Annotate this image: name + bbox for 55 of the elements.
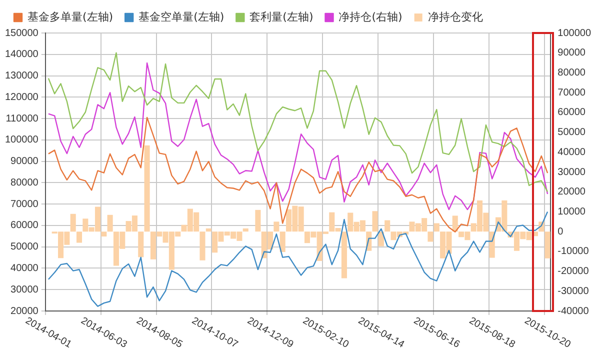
y-tick-label: 90000 <box>10 156 39 168</box>
y2-tick-label: -20000 <box>558 266 590 278</box>
y-tick-label: 130000 <box>4 70 39 82</box>
y-tick-label: 70000 <box>10 198 39 210</box>
legend-label: 净持仓变化 <box>428 10 483 24</box>
bar <box>372 211 378 232</box>
bar <box>101 232 107 237</box>
bar <box>489 232 495 258</box>
bar <box>452 216 458 232</box>
y2-tick-label: 90000 <box>558 48 586 59</box>
y2-tick-label: -10000 <box>558 246 590 258</box>
bar <box>70 214 76 232</box>
legend-label: 净持仓(右轴) <box>338 10 402 24</box>
y2-tick-label: 20000 <box>558 186 586 198</box>
y2-tick-label: 50000 <box>558 127 586 138</box>
y2-tick-label: 70000 <box>558 87 586 98</box>
bar <box>434 223 440 232</box>
y-tick-label: 140000 <box>4 49 39 60</box>
y-tick-label: 80000 <box>10 177 39 188</box>
y2-tick-label: -30000 <box>558 286 590 297</box>
y-tick-label: 150000 <box>4 28 39 39</box>
y2-tick-label: 100000 <box>558 28 592 39</box>
bar <box>384 220 390 232</box>
y-tick-label: 20000 <box>10 306 39 317</box>
y-tick-label: 120000 <box>4 92 39 103</box>
y-tick-label: 100000 <box>4 134 39 146</box>
bar <box>255 210 261 232</box>
y2-tick-label: 80000 <box>558 67 586 78</box>
y-tick-label: 60000 <box>10 220 39 232</box>
bar <box>544 232 550 258</box>
y2-tick-label: 30000 <box>558 166 586 178</box>
bar <box>341 232 347 278</box>
bar <box>428 232 434 242</box>
y2-tick-label: 0 <box>558 226 564 238</box>
y2-tick-label: 40000 <box>558 146 586 158</box>
bar <box>378 232 384 246</box>
y-tick-label: 50000 <box>10 242 39 253</box>
legend-label: 基金空单量(左轴) <box>138 10 224 24</box>
y-tick-label: 40000 <box>10 262 39 274</box>
y-tick-label: 110000 <box>6 113 39 124</box>
bar <box>76 232 82 243</box>
y2-tick-label: 10000 <box>558 206 586 218</box>
y2-tick-label: -40000 <box>558 306 590 317</box>
bar <box>280 232 286 252</box>
bar <box>138 232 144 258</box>
y2-tick-label: 60000 <box>558 107 586 118</box>
bar <box>274 222 280 232</box>
bar <box>200 232 206 260</box>
bar <box>206 228 212 232</box>
bar <box>144 145 150 232</box>
legend-label: 基金多单量(左轴) <box>28 10 114 24</box>
y-tick-label: 30000 <box>10 284 39 296</box>
bar <box>242 228 248 232</box>
bar <box>107 214 113 232</box>
legend-label: 套利量(左轴) <box>250 10 314 24</box>
